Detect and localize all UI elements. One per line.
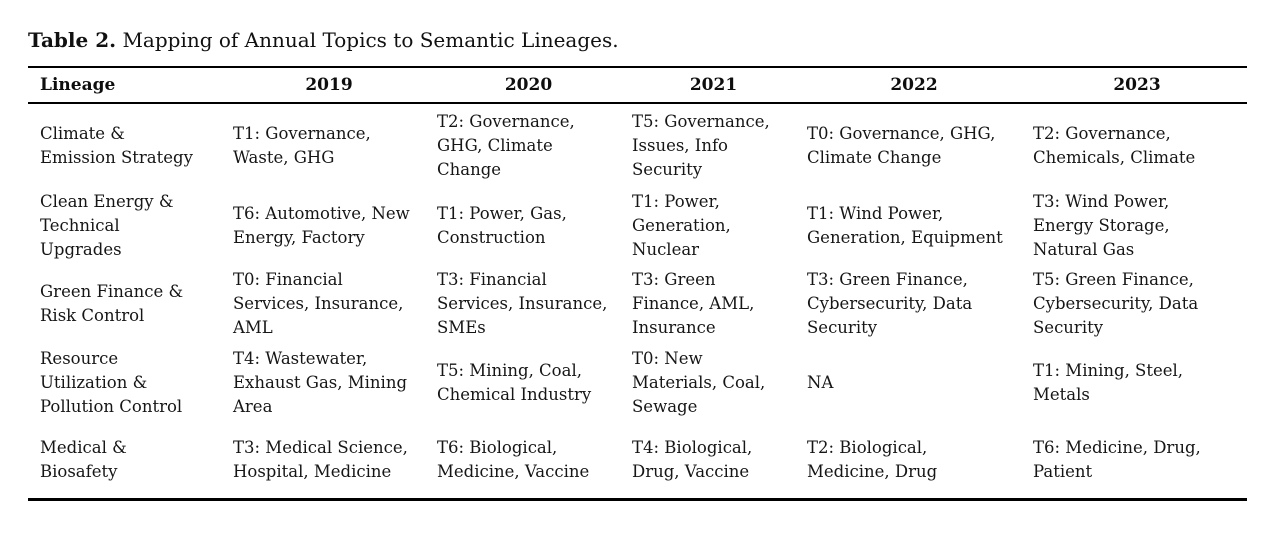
- column-header-2022: 2022: [890, 75, 938, 95]
- topic-cell: T5: Green Finance, Cybersecurity, Data S…: [1033, 270, 1199, 337]
- column-header-lineage: Lineage: [40, 75, 116, 95]
- lineage-cell: Clean Energy & Technical Upgrades: [40, 192, 174, 259]
- table-caption-text: Mapping of Annual Topics to Semantic Lin…: [122, 28, 619, 52]
- topic-cell: T1: Power, Generation, Nuclear: [632, 192, 731, 259]
- lineage-cell: Climate & Emission Strategy: [40, 123, 193, 167]
- topic-cell: T3: Financial Services, Insurance, SMEs: [437, 270, 608, 337]
- table-caption: Table 2. Mapping of Annual Topics to Sem…: [28, 27, 619, 53]
- lineage-cell: Medical & Biosafety: [40, 438, 127, 482]
- lineage-cell: Resource Utilization & Pollution Control: [40, 349, 183, 416]
- topic-cell: T4: Wastewater, Exhaust Gas, Mining Area: [233, 349, 408, 416]
- topic-cell: T3: Green Finance, AML, Insurance: [632, 270, 755, 337]
- topic-cell: T1: Wind Power, Generation, Equipment: [807, 204, 1003, 247]
- topic-cell: T1: Governance, Waste, GHG: [233, 123, 371, 167]
- topic-cell: T2: Governance, Chemicals, Climate: [1033, 123, 1196, 167]
- column-header-2020: 2020: [504, 75, 553, 95]
- topic-cell: T6: Medicine, Drug, Patient: [1033, 438, 1201, 482]
- table-row: Resource Utilization & Pollution Control…: [28, 343, 1247, 423]
- topic-cell: T0: Governance, GHG, Climate Change: [807, 123, 996, 167]
- table-row: Medical & Biosafety T3: Medical Science,…: [28, 423, 1247, 499]
- table-row: Green Finance & Risk Control T0: Financi…: [28, 265, 1247, 343]
- lineage-mapping-table: Lineage 2019 2020 2021 2022 2023 Climate…: [28, 66, 1247, 501]
- topic-cell: T6: Automotive, New Energy, Factory: [233, 204, 410, 247]
- topic-cell: T3: Wind Power, Energy Storage, Natural …: [1033, 192, 1170, 259]
- topic-cell: T3: Medical Science, Hospital, Medicine: [233, 438, 408, 482]
- header-row: Lineage 2019 2020 2021 2022 2023: [28, 67, 1247, 103]
- topic-cell: T5: Mining, Coal, Chemical Industry: [437, 361, 592, 404]
- column-header-2021: 2021: [689, 75, 738, 95]
- topic-cell: T1: Mining, Steel, Metals: [1033, 361, 1184, 404]
- lineage-cell: Green Finance & Risk Control: [40, 282, 184, 325]
- topic-cell: T3: Green Finance, Cybersecurity, Data S…: [807, 270, 973, 337]
- column-header-2019: 2019: [305, 75, 353, 95]
- table-caption-label: Table 2.: [28, 28, 117, 52]
- topic-cell: T5: Governance, Issues, Info Security: [632, 111, 770, 179]
- topic-cell: T1: Power, Gas, Construction: [437, 204, 567, 247]
- topic-cell: T0: New Materials, Coal, Sewage: [632, 349, 766, 416]
- topic-cell: NA: [807, 373, 834, 392]
- table-row: Climate & Emission Strategy T1: Governan…: [28, 103, 1247, 187]
- table-row: Clean Energy & Technical Upgrades T6: Au…: [28, 187, 1247, 265]
- column-header-2023: 2023: [1113, 75, 1161, 95]
- topic-cell: T2: Governance, GHG, Climate Change: [437, 111, 575, 179]
- topic-cell: T0: Financial Services, Insurance, AML: [233, 270, 404, 337]
- topic-cell: T2: Biological, Medicine, Drug: [807, 438, 938, 482]
- topic-cell: T6: Biological, Medicine, Vaccine: [437, 438, 590, 482]
- topic-cell: T4: Biological, Drug, Vaccine: [632, 438, 753, 482]
